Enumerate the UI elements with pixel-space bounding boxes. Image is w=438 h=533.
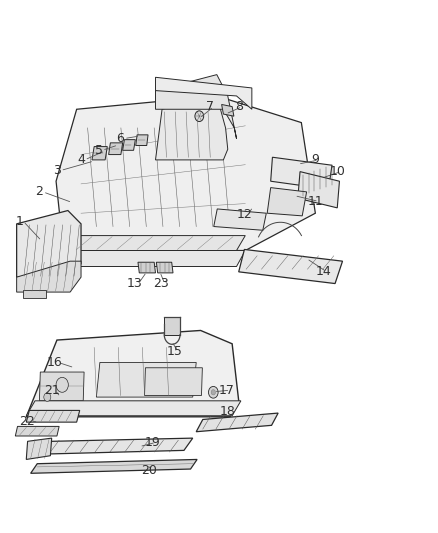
Polygon shape [267,188,307,216]
Polygon shape [156,262,173,273]
Text: 9: 9 [311,154,319,166]
Circle shape [211,390,215,395]
Text: 16: 16 [47,356,63,369]
Polygon shape [271,157,332,189]
Polygon shape [123,140,135,150]
Polygon shape [17,211,81,277]
Text: 12: 12 [237,208,252,221]
Polygon shape [136,135,148,146]
Text: 6: 6 [117,132,124,145]
Circle shape [195,111,204,122]
Polygon shape [214,209,266,230]
Polygon shape [196,413,278,432]
Polygon shape [26,330,239,417]
Polygon shape [26,410,80,422]
Text: 21: 21 [44,384,60,397]
Polygon shape [39,372,84,401]
Text: 2: 2 [35,185,43,198]
Text: 15: 15 [166,345,182,358]
Text: 5: 5 [95,144,102,157]
Text: 18: 18 [220,405,236,418]
Text: 22: 22 [19,415,35,427]
Text: 11: 11 [307,195,323,208]
Text: 14: 14 [315,265,331,278]
Polygon shape [155,96,228,160]
Text: 8: 8 [235,100,243,113]
Polygon shape [56,96,315,251]
Text: 10: 10 [329,165,345,178]
Text: 20: 20 [141,464,157,477]
Polygon shape [43,438,193,454]
Polygon shape [23,290,46,298]
Polygon shape [138,262,155,273]
Polygon shape [15,426,59,436]
Polygon shape [109,143,123,155]
Polygon shape [31,459,197,473]
Polygon shape [298,172,339,208]
Polygon shape [17,261,81,292]
Polygon shape [64,251,245,266]
Circle shape [44,393,51,401]
Text: 7: 7 [206,100,214,113]
Polygon shape [26,401,241,416]
Polygon shape [164,317,180,335]
Polygon shape [239,249,343,284]
Polygon shape [222,104,234,116]
Circle shape [208,386,218,398]
Polygon shape [145,368,202,395]
Text: 1: 1 [16,215,24,228]
Polygon shape [155,75,237,139]
Text: 23: 23 [153,277,169,290]
Text: 19: 19 [145,436,160,449]
Text: 3: 3 [53,164,61,177]
Polygon shape [68,236,245,251]
Polygon shape [155,77,252,109]
Polygon shape [92,147,107,160]
Polygon shape [96,362,196,397]
Text: 4: 4 [77,154,85,166]
Text: 13: 13 [127,277,143,290]
Polygon shape [26,438,52,459]
Circle shape [56,377,68,392]
Text: 17: 17 [219,384,235,397]
